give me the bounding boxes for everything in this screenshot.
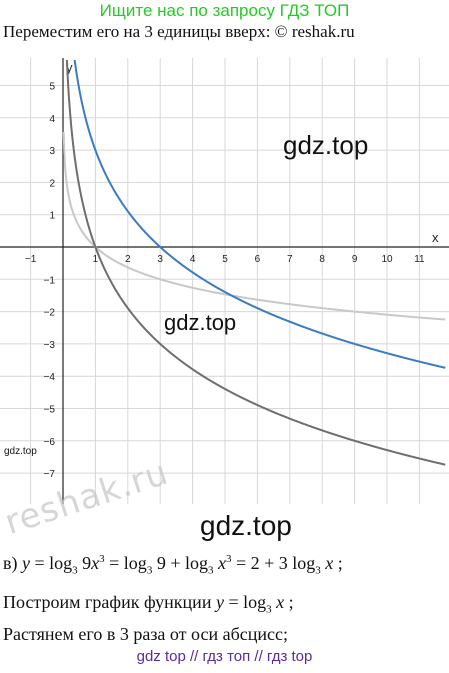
x-tick-label: 7 xyxy=(287,254,293,265)
y-axis-label: y xyxy=(66,60,73,75)
solution-step-stretch: Растянем его в 3 раза от оси абсцисс; xyxy=(3,624,289,644)
y-tick-label: −3 xyxy=(44,340,56,351)
y-tick-label: −6 xyxy=(44,437,56,448)
x-tick-label: 8 xyxy=(319,254,325,265)
copyright-text: © reshak.ru xyxy=(274,22,355,41)
solution-equation: в) y = log3 9x3 = log3 9 + log3 x3 = 2 +… xyxy=(3,553,343,577)
y-tick-label: −4 xyxy=(44,372,56,383)
y-tick-label: 3 xyxy=(49,146,55,157)
x-tick-label: 11 xyxy=(414,254,425,265)
y-tick-label: −7 xyxy=(44,469,56,480)
x-tick-label: 1 xyxy=(93,254,99,265)
function-graph: x y −1 1 2 3 4 5 6 7 8 9 10 11 5 4 3 2 1 −1 −2 −3 −4 −5 −6 −7 xyxy=(0,58,449,504)
x-tick-label: 5 xyxy=(222,254,228,265)
part-label: в) xyxy=(3,553,22,573)
x-tick-label: 3 xyxy=(157,254,163,265)
x-tick-label: 6 xyxy=(255,254,261,265)
curve-1 xyxy=(62,131,446,321)
x-tick-label: 4 xyxy=(190,254,196,265)
y-tick-label: 1 xyxy=(49,211,55,222)
x-tick-label: 9 xyxy=(352,254,358,265)
footer-links: gdz top // гдз топ // гдз top xyxy=(136,648,313,665)
y-tick-label: −5 xyxy=(44,405,56,416)
curve-2 xyxy=(65,59,446,466)
y-tick-label: 2 xyxy=(49,178,55,189)
x-tick-label: −1 xyxy=(25,254,37,265)
x-tick-label: 2 xyxy=(125,254,131,265)
y-tick-label: −1 xyxy=(44,275,56,286)
curve-3 xyxy=(73,59,446,369)
step-text-shift: Переместим его на 3 единицы вверх: © res… xyxy=(3,22,355,42)
equation-text: y xyxy=(22,553,30,573)
y-tick-label: 5 xyxy=(49,82,55,93)
y-tick-label: −2 xyxy=(44,308,56,319)
watermark-gdz: gdz.top xyxy=(200,510,292,541)
x-axis-label: x xyxy=(432,230,439,245)
shift-text: Переместим его на 3 единицы вверх: xyxy=(3,22,271,41)
watermark-gdz: gdz.top xyxy=(283,130,369,160)
watermark-gdz: gdz.top xyxy=(164,310,237,335)
x-tick-label: 10 xyxy=(381,254,393,265)
search-banner: Ищите нас по запросу ГДЗ ТОП xyxy=(99,1,350,20)
solution-step-plot: Построим график функции y = log3 x ; xyxy=(3,592,294,616)
y-tick-label: 4 xyxy=(49,114,55,125)
watermark-gdz-small: gdz.top xyxy=(4,446,37,457)
